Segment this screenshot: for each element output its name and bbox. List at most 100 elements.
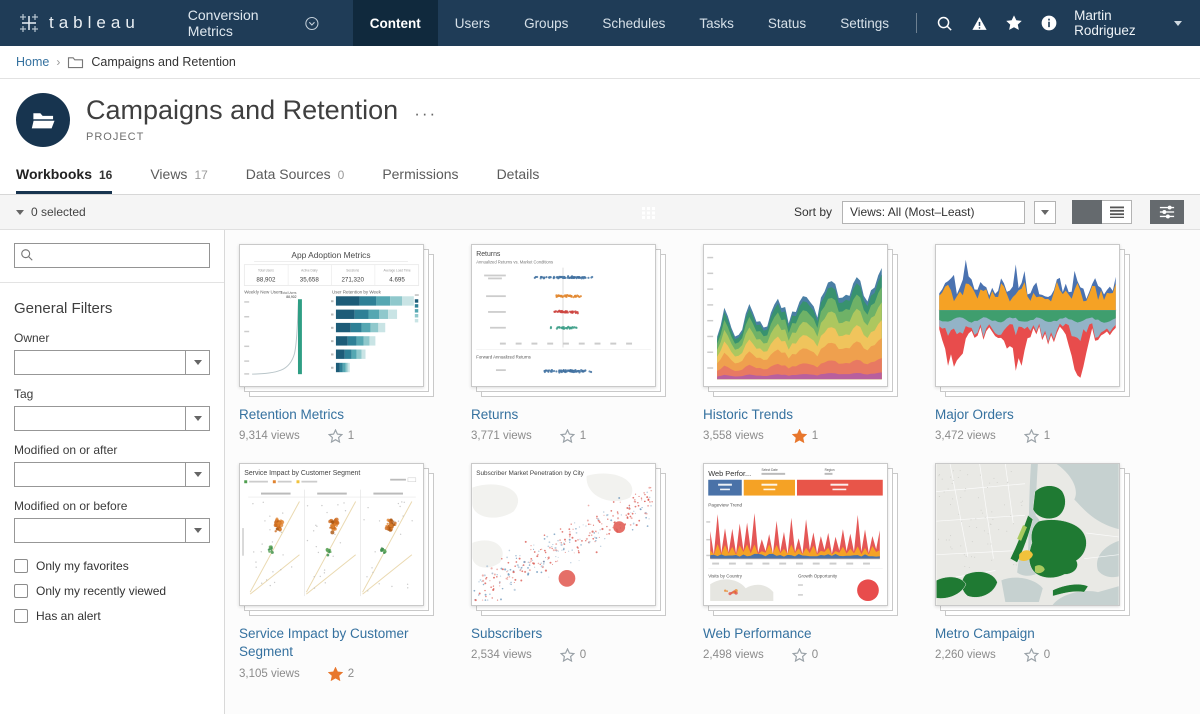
workbook-title-link[interactable]: Historic Trends <box>703 407 794 422</box>
folder-icon <box>68 57 84 69</box>
content-tabs: Workbooks 16 Views 17 Data Sources 0 Permis… <box>0 161 1200 195</box>
tab-data-sources[interactable]: Data Sources 0 <box>245 166 345 182</box>
chevron-down-icon <box>1041 209 1049 215</box>
favorites-checkbox[interactable]: Only my favorites <box>14 559 210 573</box>
highlight-district <box>1019 550 1033 562</box>
favorite-star[interactable]: 2 <box>327 666 354 681</box>
svg-text:Average Load Time: Average Load Time <box>383 269 410 273</box>
sort-select-arrow[interactable] <box>1034 200 1056 224</box>
nav-tab-settings[interactable]: Settings <box>840 15 889 31</box>
retention-bars <box>335 296 414 373</box>
favorite-star[interactable]: 0 <box>1023 648 1050 663</box>
nav-tab-tasks[interactable]: Tasks <box>699 15 734 31</box>
sidebar-search-input[interactable] <box>14 243 210 268</box>
workbook-title-link[interactable]: Service Impact by Customer Segment <box>239 626 409 660</box>
workbook-thumbnail[interactable] <box>703 244 900 399</box>
workbook-thumbnail[interactable]: App Adoption Metrics Total Users 88,902 … <box>239 244 436 399</box>
top-nav: tableau Conversion Metrics Content Users… <box>0 0 1200 46</box>
workbook-thumbnail[interactable]: Web Perfor... Select Date Region <box>703 463 900 618</box>
owner-filter-input[interactable] <box>15 351 185 374</box>
tab-workbooks[interactable]: Workbooks 16 <box>16 166 113 194</box>
workbook-thumbnail[interactable] <box>935 463 1132 618</box>
filters-toggle-button[interactable] <box>1150 200 1184 224</box>
nav-tabs: Content Users Groups Schedules Tasks Sta… <box>352 0 906 46</box>
nav-tab-content[interactable]: Content <box>352 0 438 46</box>
more-actions-button[interactable]: ··· <box>414 103 438 123</box>
user-name: Martin Rodriguez <box>1074 8 1136 38</box>
breadcrumb-home-link[interactable]: Home <box>16 55 50 69</box>
content-type-label: PROJECT <box>86 131 145 143</box>
selected-dropdown[interactable]: 0 selected <box>16 205 86 219</box>
modified-before-input[interactable] <box>15 519 185 542</box>
favorite-star[interactable]: 1 <box>1023 429 1050 444</box>
toolbar: 0 selected Sort by Views: All (Most–Leas… <box>0 195 1200 230</box>
user-menu[interactable]: Martin Rodriguez <box>1074 8 1183 38</box>
content-area: General Filters Owner Tag Modified on or… <box>0 230 1200 714</box>
recently-viewed-checkbox[interactable]: Only my recently viewed <box>14 584 210 598</box>
alerts-icon[interactable] <box>962 0 997 46</box>
thumbnail-chart: Web Perfor... Select Date Region <box>704 464 887 606</box>
modified-after-label: Modified on or after <box>14 443 118 457</box>
svg-text:Sessions: Sessions <box>346 269 359 273</box>
nav-right: Martin Rodriguez <box>906 0 1200 46</box>
greek-text <box>244 301 250 375</box>
favorite-star[interactable]: 1 <box>327 429 354 444</box>
thumbnail-chart: Returns Annualized Returns vs. Market Co… <box>472 245 655 386</box>
view-count: 2,534 views <box>471 649 532 662</box>
has-alert-checkbox[interactable]: Has an alert <box>14 609 210 623</box>
svg-text:Select Date: Select Date <box>761 468 777 472</box>
site-selector[interactable]: Conversion Metrics <box>166 0 341 46</box>
breadcrumb-current: Campaigns and Retention <box>91 55 236 69</box>
greek-text <box>484 274 633 372</box>
workbook-thumbnail[interactable]: Service Impact by Customer Segment <box>239 463 436 618</box>
workbook-thumbnail[interactable] <box>935 244 1132 399</box>
tag-filter-arrow[interactable] <box>185 407 209 430</box>
search-icon[interactable] <box>927 0 962 46</box>
list-icon <box>1109 206 1124 218</box>
breadcrumb: Home › Campaigns and Retention <box>0 46 1200 79</box>
modified-after-arrow[interactable] <box>185 463 209 486</box>
workbook-title-link[interactable]: Major Orders <box>935 407 1014 422</box>
workbook-card: Subscriber Market Penetration by City Su… <box>471 463 668 680</box>
workbook-title-link[interactable]: Retention Metrics <box>239 407 345 422</box>
tableau-logo[interactable]: tableau <box>0 12 166 34</box>
tag-filter-label: Tag <box>14 387 34 401</box>
nav-tab-status[interactable]: Status <box>767 15 807 31</box>
filters-sidebar: General Filters Owner Tag Modified on or… <box>0 230 225 714</box>
search-icon <box>21 249 33 261</box>
modified-after-input[interactable] <box>15 463 185 486</box>
workbook-title-link[interactable]: Web Performance <box>703 626 812 642</box>
favorite-star[interactable]: 0 <box>559 648 586 663</box>
favorite-star[interactable]: 0 <box>791 648 818 663</box>
workbook-thumbnail[interactable]: Returns Annualized Returns vs. Market Co… <box>471 244 668 399</box>
thumbnail-chart: App Adoption Metrics Total Users 88,902 … <box>240 245 423 386</box>
tag-filter-input[interactable] <box>15 407 185 430</box>
favorite-star[interactable]: 1 <box>791 429 818 444</box>
workbook-title-link[interactable]: Returns <box>471 407 519 422</box>
nav-tab-users[interactable]: Users <box>454 15 491 31</box>
workbook-card: Returns Annualized Returns vs. Market Co… <box>471 244 668 444</box>
workbook-title-link[interactable]: Subscribers <box>471 626 543 642</box>
owner-filter-label: Owner <box>14 331 50 345</box>
info-icon[interactable] <box>1031 0 1066 46</box>
grid-view-button[interactable] <box>641 200 1102 224</box>
favorite-star[interactable]: 1 <box>559 429 586 444</box>
list-view-button[interactable] <box>1102 200 1132 224</box>
owner-filter-arrow[interactable] <box>185 351 209 374</box>
tab-views[interactable]: Views 17 <box>150 166 208 182</box>
favorites-star-icon[interactable] <box>997 0 1032 46</box>
nav-tab-schedules[interactable]: Schedules <box>602 15 666 31</box>
workbook-thumbnail[interactable]: Subscriber Market Penetration by City <box>471 463 668 618</box>
workbook-card: Web Perfor... Select Date Region <box>703 463 900 680</box>
tab-details[interactable]: Details <box>496 166 540 182</box>
workbook-title-link[interactable]: Metro Campaign <box>935 626 1035 642</box>
svg-text:88,902: 88,902 <box>286 295 296 299</box>
workbook-card: Historic Trends 3,558 views 1 <box>703 244 900 444</box>
nav-tab-groups[interactable]: Groups <box>524 15 569 31</box>
greek-text <box>331 300 334 369</box>
sort-select[interactable]: Views: All (Most–Least) <box>842 200 1025 224</box>
modified-before-arrow[interactable] <box>185 519 209 542</box>
svg-text:Annualized Returns vs. Market: Annualized Returns vs. Market Conditions <box>476 260 553 265</box>
svg-text:Region: Region <box>825 468 835 472</box>
tab-permissions[interactable]: Permissions <box>382 166 459 182</box>
